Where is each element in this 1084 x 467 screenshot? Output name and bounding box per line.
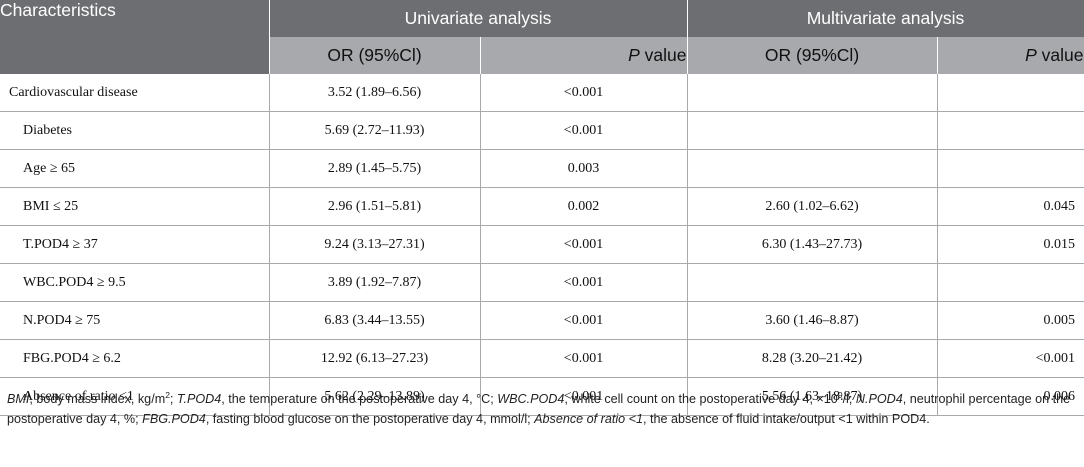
footnote-fbg-text: , fasting blood glucose on the postopera…	[205, 412, 535, 426]
row-uni-or: 6.83 (3.44–13.55)	[269, 301, 481, 340]
row-uni-or: 12.92 (6.13–27.23)	[269, 339, 481, 378]
footnote-wbc-unit: /l;	[842, 392, 856, 406]
header-multi-p: P value	[937, 37, 1084, 74]
row-multi-or	[687, 74, 938, 112]
header-uni-or: OR (95%Cl)	[269, 37, 481, 74]
table-row: FBG.POD4 ≥ 6.2 12.92 (6.13–27.23) <0.001…	[0, 339, 1084, 378]
table-row: Age ≥ 65 2.89 (1.45–5.75) 0.003	[0, 149, 1084, 188]
row-multi-p: 0.045	[937, 187, 1084, 226]
header-multi-p-italic: P	[1025, 45, 1037, 65]
table-row: Absence of ratio <1 5.62 (2.29–13.89) <0…	[0, 377, 1084, 416]
row-uni-or: 5.62 (2.29–13.89)	[269, 377, 481, 416]
header-characteristics: Characteristics	[0, 0, 270, 74]
table-row: BMI ≤ 25 2.96 (1.51–5.81) 0.002 2.60 (1.…	[0, 187, 1084, 226]
row-multi-or: 8.28 (3.20–21.42)	[687, 339, 938, 378]
header-multi-or: OR (95%Cl)	[687, 37, 938, 74]
regression-table: Characteristics Univariate analysis Mult…	[0, 0, 1084, 416]
row-multi-p	[937, 149, 1084, 188]
header-multi-p-rest: value	[1036, 45, 1084, 65]
row-uni-p: <0.001	[480, 339, 688, 378]
header-row-secondary: OR (95%Cl) P value OR (95%Cl) P value	[0, 37, 1084, 74]
row-multi-or: 5.56 (1.63–18.87)	[687, 377, 938, 416]
header-uni-p: P value	[480, 37, 688, 74]
footnote-wbc-abbr: WBC.POD4	[497, 392, 565, 406]
row-multi-p: <0.001	[937, 339, 1084, 378]
table-row: WBC.POD4 ≥ 9.5 3.89 (1.92–7.87) <0.001	[0, 263, 1084, 302]
header-row-primary: Characteristics Univariate analysis Mult…	[0, 0, 1084, 74]
row-multi-p: 0.006	[937, 377, 1084, 416]
footnote-t-abbr: T.POD4	[176, 392, 222, 406]
row-multi-p: 0.015	[937, 225, 1084, 264]
row-uni-or: 3.52 (1.89–6.56)	[269, 74, 481, 112]
footnote-t-text: , the temperature on the postoperative d…	[221, 392, 498, 406]
row-uni-p: <0.001	[480, 111, 688, 150]
row-multi-p	[937, 74, 1084, 112]
header-uni-p-italic: P	[628, 45, 640, 65]
footnote-abs-text: , the absence of fluid intake/output <1 …	[643, 412, 930, 426]
footnote-bmi-text: , body mass index, kg/m	[29, 392, 166, 406]
row-characteristic: T.POD4 ≥ 37	[0, 225, 270, 264]
row-uni-or: 9.24 (3.13–27.31)	[269, 225, 481, 264]
table-row: Diabetes 5.69 (2.72–11.93) <0.001	[0, 111, 1084, 150]
row-uni-p: <0.001	[480, 301, 688, 340]
footnote-sep: ;	[169, 392, 177, 406]
table-footnote: BMI, body mass index, kg/m2; T.POD4, the…	[7, 389, 1081, 429]
table-row: T.POD4 ≥ 37 9.24 (3.13–27.31) <0.001 6.3…	[0, 225, 1084, 264]
row-uni-or: 2.89 (1.45–5.75)	[269, 149, 481, 188]
row-multi-or	[687, 111, 938, 150]
row-uni-p: <0.001	[480, 225, 688, 264]
row-multi-p	[937, 263, 1084, 302]
row-multi-or	[687, 263, 938, 302]
results-table-container: Characteristics Univariate analysis Mult…	[0, 0, 1084, 416]
row-uni-or: 3.89 (1.92–7.87)	[269, 263, 481, 302]
row-multi-or: 6.30 (1.43–27.73)	[687, 225, 938, 264]
footnote-n-text: , neutrophil percentage on the postopera…	[7, 392, 1071, 426]
row-characteristic: WBC.POD4 ≥ 9.5	[0, 263, 270, 302]
header-univariate: Univariate analysis	[269, 0, 688, 37]
row-characteristic: BMI ≤ 25	[0, 187, 270, 226]
row-uni-p: <0.001	[480, 74, 688, 112]
row-multi-or	[687, 149, 938, 188]
header-multivariate: Multivariate analysis	[687, 0, 1084, 37]
table-row: N.POD4 ≥ 75 6.83 (3.44–13.55) <0.001 3.6…	[0, 301, 1084, 340]
row-characteristic: Absence of ratio <1	[0, 377, 270, 416]
footnote-bmi-sup: 2	[165, 389, 170, 400]
row-characteristic: N.POD4 ≥ 75	[0, 301, 270, 340]
row-uni-p: 0.002	[480, 187, 688, 226]
row-multi-p: 0.005	[937, 301, 1084, 340]
row-uni-or: 2.96 (1.51–5.81)	[269, 187, 481, 226]
row-multi-or: 3.60 (1.46–8.87)	[687, 301, 938, 340]
row-uni-p: <0.001	[480, 377, 688, 416]
footnote-wbc-sup: 9	[837, 389, 843, 400]
footnote-abs-abbr: Absence of ratio <1	[534, 412, 644, 426]
footnote-bmi-abbr: BMI	[7, 392, 30, 406]
row-uni-p: <0.001	[480, 263, 688, 302]
row-characteristic: FBG.POD4 ≥ 6.2	[0, 339, 270, 378]
row-characteristic: Cardiovascular disease	[0, 74, 270, 112]
row-uni-or: 5.69 (2.72–11.93)	[269, 111, 481, 150]
header-uni-p-rest: value	[639, 45, 687, 65]
row-multi-p	[937, 111, 1084, 150]
row-uni-p: 0.003	[480, 149, 688, 188]
row-multi-or: 2.60 (1.02–6.62)	[687, 187, 938, 226]
row-characteristic: Diabetes	[0, 111, 270, 150]
footnote-fbg-abbr: FBG.POD4	[142, 412, 206, 426]
footnote-n-abbr: N.POD4	[855, 392, 903, 406]
footnote-wbc-text: , white cell count on the postoperative …	[564, 392, 838, 406]
row-characteristic: Age ≥ 65	[0, 149, 270, 188]
table-row: Cardiovascular disease 3.52 (1.89–6.56) …	[0, 74, 1084, 112]
